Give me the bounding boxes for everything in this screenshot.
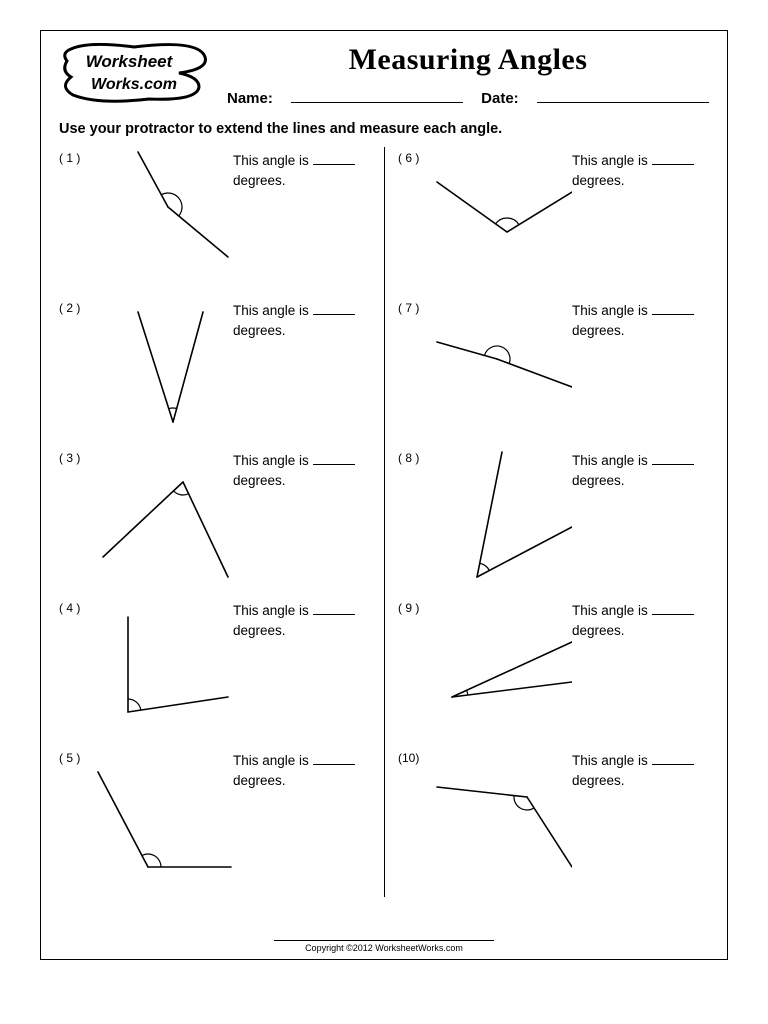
logo-text-top: Worksheet (86, 52, 174, 71)
problem-number: ( 8 ) (398, 447, 432, 465)
column-right: ( 6 ) This angle is degrees. ( 7 ) This ang… (384, 147, 709, 897)
name-date-row: Name: Date: (227, 87, 709, 107)
problem-number: ( 5 ) (59, 747, 93, 765)
problem: ( 6 ) This angle is degrees. (398, 147, 709, 297)
footer: Copyright ©2012 WorksheetWorks.com (41, 940, 727, 953)
answer-blank[interactable] (313, 603, 355, 615)
date-input-line[interactable] (537, 87, 709, 103)
angle-diagram (432, 597, 572, 737)
answer-text: This angle is degrees. (572, 447, 709, 492)
problem: ( 7 ) This angle is degrees. (398, 297, 709, 447)
problem-grid: ( 1 ) This angle is degrees. ( 2 ) This ang… (59, 147, 709, 897)
answer-text: This angle is degrees. (233, 297, 374, 342)
answer-blank[interactable] (313, 303, 355, 315)
problem: ( 4 ) This angle is degrees. (59, 597, 374, 747)
answer-text: This angle is degrees. (572, 747, 709, 792)
worksheet-page: Worksheet Works.com Measuring Angles Nam… (40, 30, 728, 960)
logo: Worksheet Works.com (59, 43, 209, 103)
answer-text: This angle is degrees. (233, 447, 374, 492)
angle-diagram (93, 597, 233, 737)
instruction-text: Use your protractor to extend the lines … (59, 121, 709, 137)
header: Worksheet Works.com Measuring Angles Nam… (59, 43, 709, 107)
name-label: Name: (227, 90, 273, 107)
problem: ( 2 ) This angle is degrees. (59, 297, 374, 447)
answer-blank[interactable] (313, 153, 355, 165)
problem: ( 8 ) This angle is degrees. (398, 447, 709, 597)
answer-text: This angle is degrees. (233, 597, 374, 642)
problem-number: ( 6 ) (398, 147, 432, 165)
name-input-line[interactable] (291, 87, 463, 103)
problem-number: ( 3 ) (59, 447, 93, 465)
problem-number: ( 7 ) (398, 297, 432, 315)
column-left: ( 1 ) This angle is degrees. ( 2 ) This ang… (59, 147, 384, 897)
problem-number: ( 2 ) (59, 297, 93, 315)
angle-diagram (93, 147, 233, 287)
answer-blank[interactable] (652, 303, 694, 315)
answer-blank[interactable] (652, 453, 694, 465)
problem-number: ( 4 ) (59, 597, 93, 615)
page-title: Measuring Angles (227, 43, 709, 77)
answer-text: This angle is degrees. (572, 147, 709, 192)
answer-blank[interactable] (313, 453, 355, 465)
answer-blank[interactable] (652, 153, 694, 165)
problem: (10) This angle is degrees. (398, 747, 709, 897)
angle-diagram (432, 747, 572, 887)
answer-text: This angle is degrees. (572, 297, 709, 342)
date-label: Date: (481, 90, 519, 107)
answer-blank[interactable] (652, 603, 694, 615)
problem: ( 3 ) This angle is degrees. (59, 447, 374, 597)
answer-text: This angle is degrees. (233, 747, 374, 792)
answer-blank[interactable] (313, 753, 355, 765)
problem-number: ( 9 ) (398, 597, 432, 615)
problem-number: ( 1 ) (59, 147, 93, 165)
header-right: Measuring Angles Name: Date: (227, 43, 709, 107)
angle-diagram (93, 447, 233, 587)
answer-blank[interactable] (652, 753, 694, 765)
problem: ( 5 ) This angle is degrees. (59, 747, 374, 897)
vertical-divider (384, 147, 385, 897)
problem-number: (10) (398, 747, 432, 765)
angle-diagram (432, 297, 572, 437)
angle-diagram (93, 297, 233, 437)
angle-diagram (432, 147, 572, 287)
logo-text-bottom: Works.com (91, 76, 177, 93)
angle-diagram (93, 747, 233, 887)
copyright: Copyright ©2012 WorksheetWorks.com (305, 943, 463, 953)
problem: ( 9 ) This angle is degrees. (398, 597, 709, 747)
answer-text: This angle is degrees. (572, 597, 709, 642)
angle-diagram (432, 447, 572, 587)
problem: ( 1 ) This angle is degrees. (59, 147, 374, 297)
answer-text: This angle is degrees. (233, 147, 374, 192)
